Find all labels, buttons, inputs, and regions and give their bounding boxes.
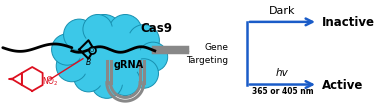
Circle shape [76, 23, 146, 92]
Circle shape [56, 51, 88, 82]
Text: gRNA: gRNA [114, 60, 144, 70]
Text: NO$_2$: NO$_2$ [42, 74, 59, 87]
Text: Cas9: Cas9 [141, 22, 173, 35]
Text: Active: Active [322, 78, 363, 91]
Circle shape [80, 27, 141, 87]
Circle shape [51, 34, 83, 66]
Text: Gene
Targeting: Gene Targeting [186, 43, 228, 64]
Text: hv: hv [276, 68, 289, 78]
Text: B: B [86, 57, 91, 66]
Circle shape [91, 67, 122, 98]
Text: O: O [90, 48, 94, 53]
Circle shape [109, 15, 142, 48]
Circle shape [128, 25, 160, 56]
Circle shape [64, 20, 95, 51]
Circle shape [86, 15, 122, 52]
Circle shape [83, 15, 112, 45]
Circle shape [110, 67, 140, 96]
Text: Dark: Dark [269, 6, 296, 16]
Circle shape [74, 63, 103, 92]
Text: O: O [47, 75, 53, 81]
Circle shape [138, 43, 168, 72]
Circle shape [129, 59, 158, 88]
Text: 365 or 405 nm: 365 or 405 nm [252, 87, 313, 96]
Text: Inactive: Inactive [322, 16, 375, 29]
